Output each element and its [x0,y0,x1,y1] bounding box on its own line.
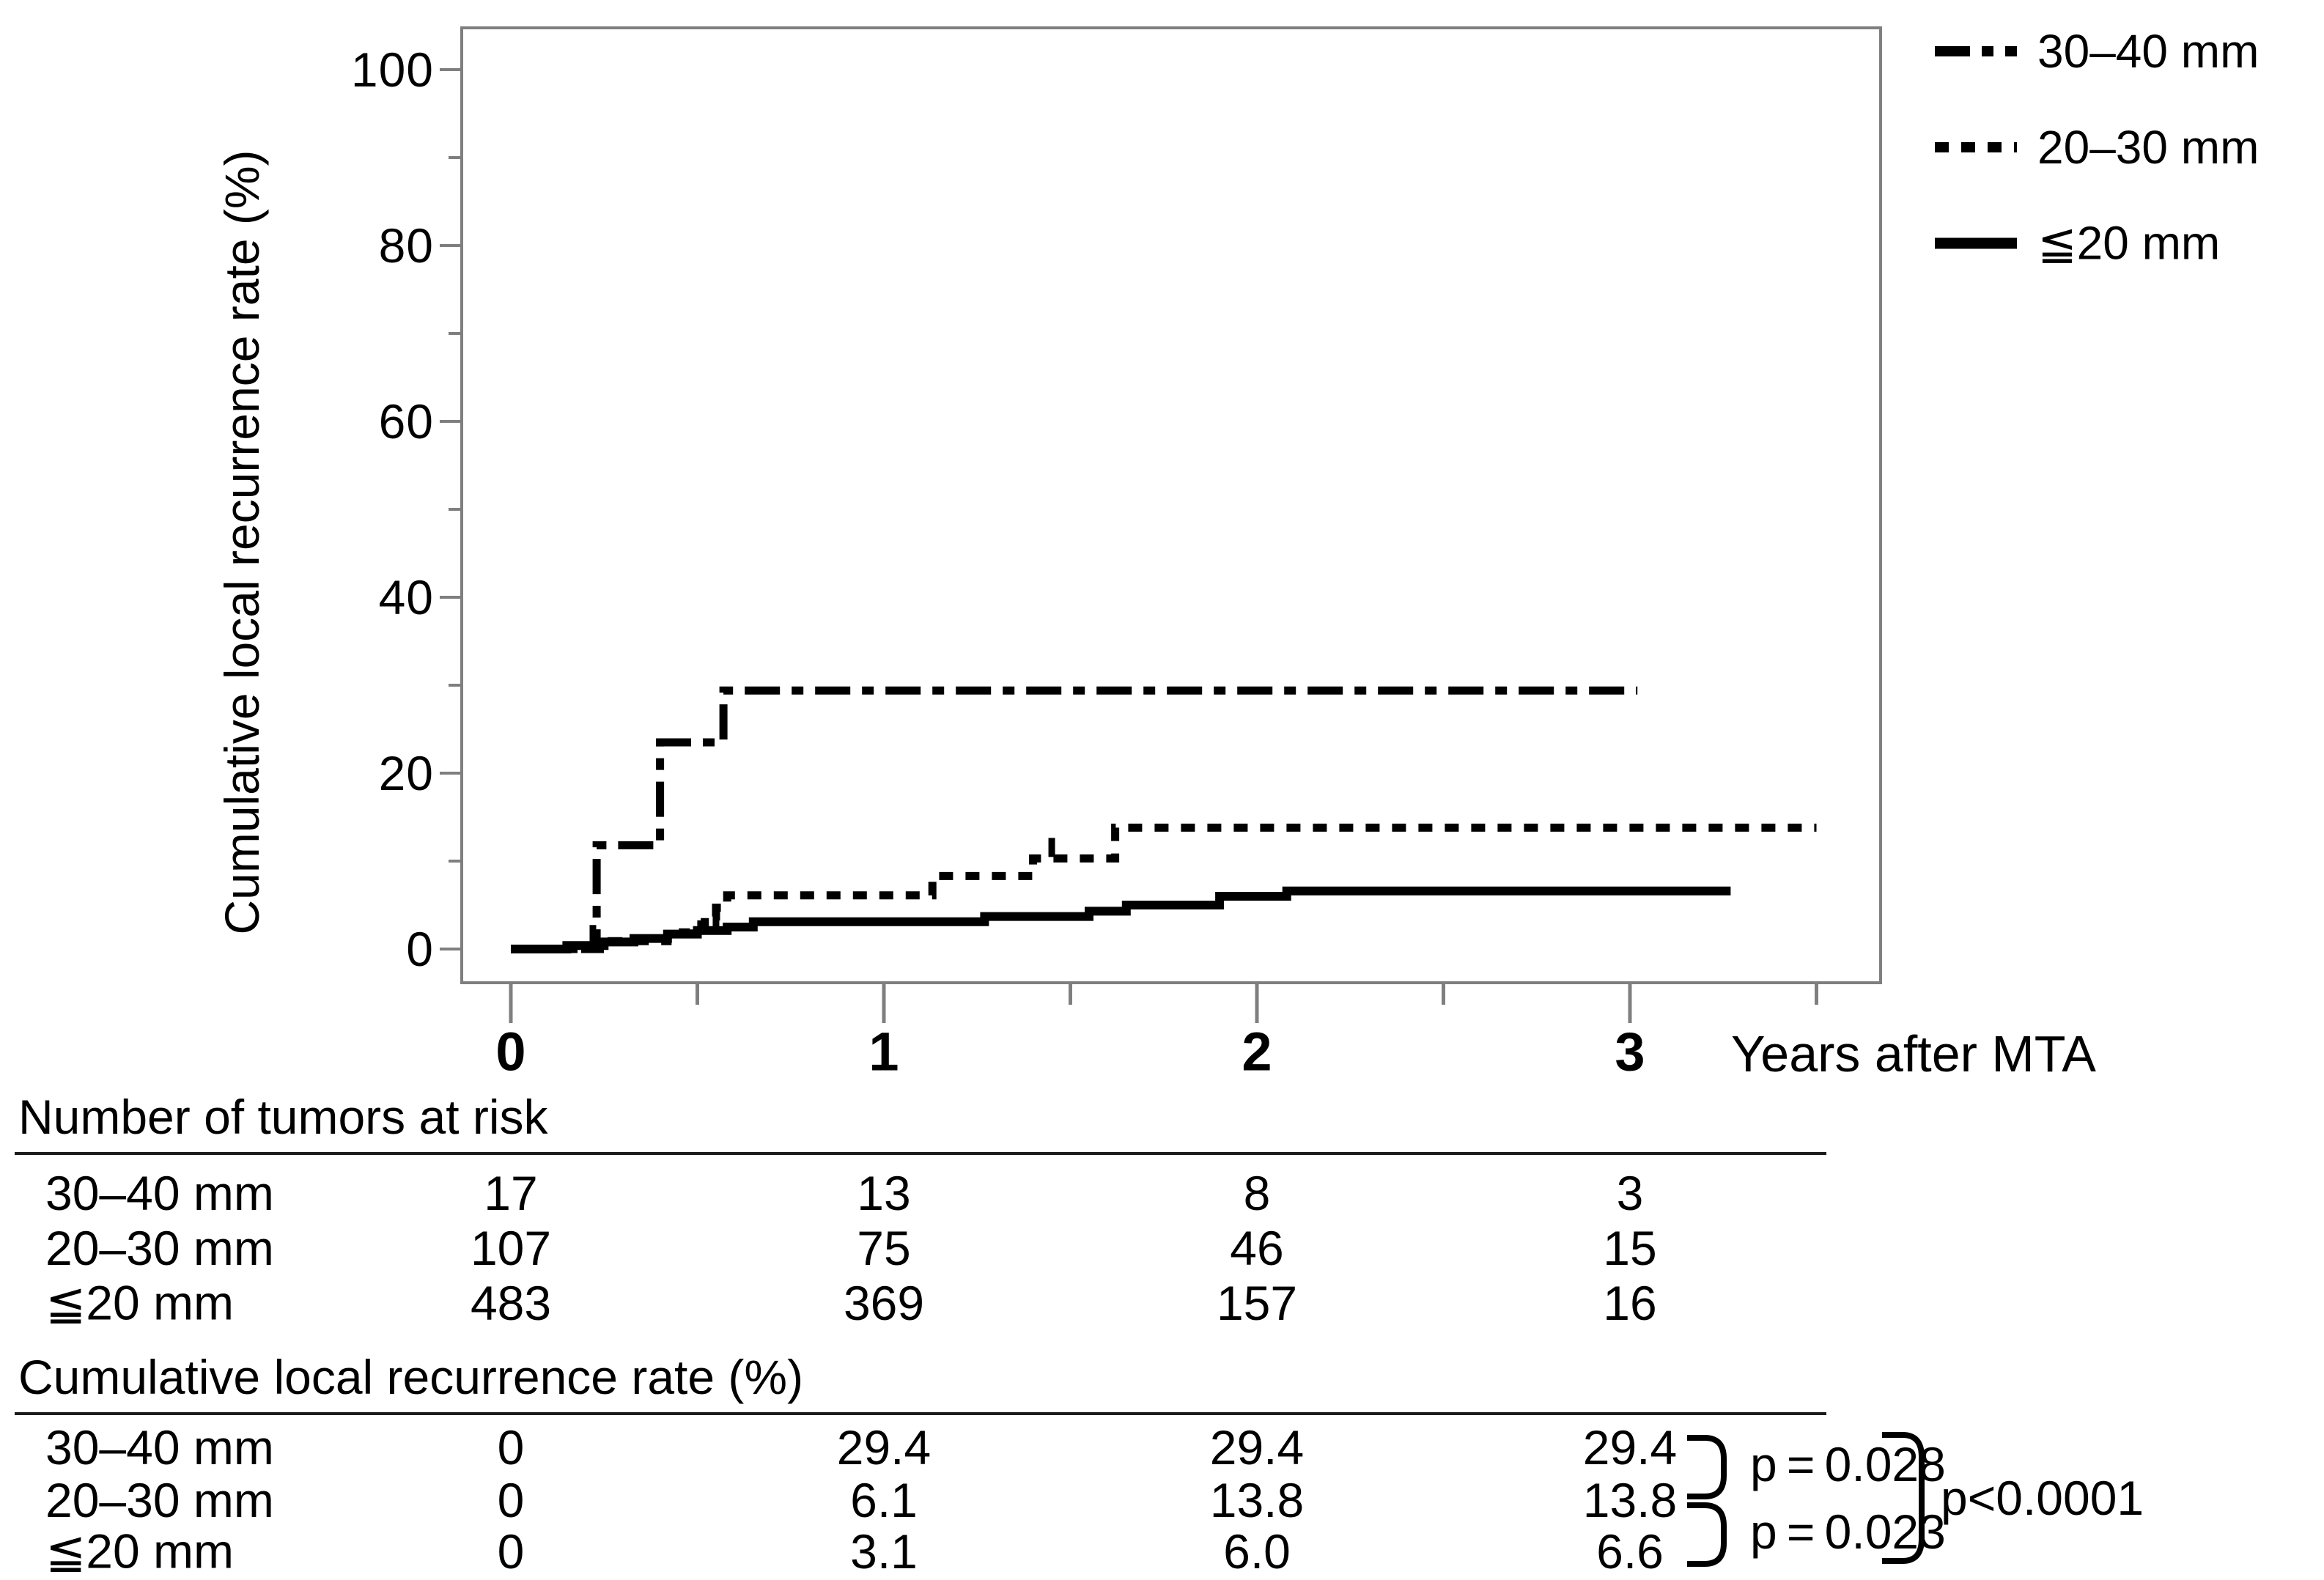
rate-cell: 29.4 [1582,1420,1678,1474]
km-curve-30-40mm [511,686,1638,953]
bracket-p-bottom [1687,1502,1727,1567]
risk-cell: 17 [484,1166,538,1220]
rate-row-label-20-30: 20–30 mm [45,1473,274,1527]
x-tick-label-0: 0 [495,1021,526,1082]
y-tick-label-0: 0 [406,922,434,976]
legend-label-20-30mm: 20–30 mm [2037,121,2260,174]
rate-cell: 6.6 [1596,1524,1664,1579]
y-tick-label-20: 20 [378,746,434,800]
x-tick-label-1: 1 [868,1021,899,1082]
risk-table-title: Number of tumors at risk [18,1090,548,1144]
risk-cell: 483 [470,1276,552,1330]
rate-cell: 0 [497,1524,525,1579]
risk-row-label-30-40: 30–40 mm [45,1166,274,1220]
risk-row-label-20-30: 20–30 mm [45,1221,274,1275]
y-tick-label-100: 100 [350,43,434,97]
rate-cell: 0 [497,1420,525,1474]
risk-cell: 15 [1603,1221,1657,1275]
risk-cell: 16 [1603,1276,1657,1330]
risk-cell: 8 [1243,1166,1271,1220]
x-tick-label-2: 2 [1242,1021,1272,1082]
rate-cell: 6.0 [1223,1524,1291,1579]
risk-row-label-le20: ≦20 mm [45,1275,235,1330]
legend-label-30-40mm: 30–40 mm [2037,25,2260,78]
rate-row-label-30-40: 30–40 mm [45,1420,274,1474]
risk-cell: 46 [1230,1221,1284,1275]
x-tick-label-3: 3 [1615,1021,1645,1082]
km-curve-le20mm [511,886,1731,953]
pvalue-overall: p<0.0001 [1941,1471,2144,1525]
risk-cell: 157 [1216,1276,1298,1330]
pvalue-20-30-vs-le20: p = 0.023 [1750,1505,1946,1559]
risk-cell: 75 [857,1221,911,1275]
pvalue-30-40-vs-20-30: p = 0.028 [1750,1437,1946,1491]
y-tick-label-40: 40 [378,570,434,624]
risk-cell: 13 [857,1166,911,1220]
plot-frame [460,26,1882,984]
risk-cell: 3 [1616,1166,1644,1220]
rate-cell: 13.8 [1582,1473,1678,1527]
rate-table-rule [15,1412,1826,1415]
rate-cell: 29.4 [836,1420,932,1474]
legend-label-le20mm: ≦20 mm [2037,216,2221,270]
y-axis-title: Cumulative local recurrence rate (%) [215,149,269,935]
y-tick-label-60: 60 [378,394,434,448]
rate-row-label-le20: ≦20 mm [45,1524,235,1579]
rate-cell: 6.1 [850,1473,918,1527]
rate-cell: 0 [497,1473,525,1527]
y-tick-label-80: 80 [378,218,434,273]
rate-table-title: Cumulative local recurrence rate (%) [18,1350,804,1404]
bracket-p-top [1687,1435,1727,1499]
bracket-p-overall [1882,1432,1925,1564]
x-axis-title: Years after MTA [1731,1025,2096,1082]
risk-cell: 107 [470,1221,552,1275]
risk-cell: 369 [843,1276,925,1330]
rate-cell: 3.1 [850,1524,918,1579]
rate-cell: 29.4 [1209,1420,1305,1474]
risk-table-rule [15,1152,1826,1155]
rate-cell: 13.8 [1209,1473,1305,1527]
